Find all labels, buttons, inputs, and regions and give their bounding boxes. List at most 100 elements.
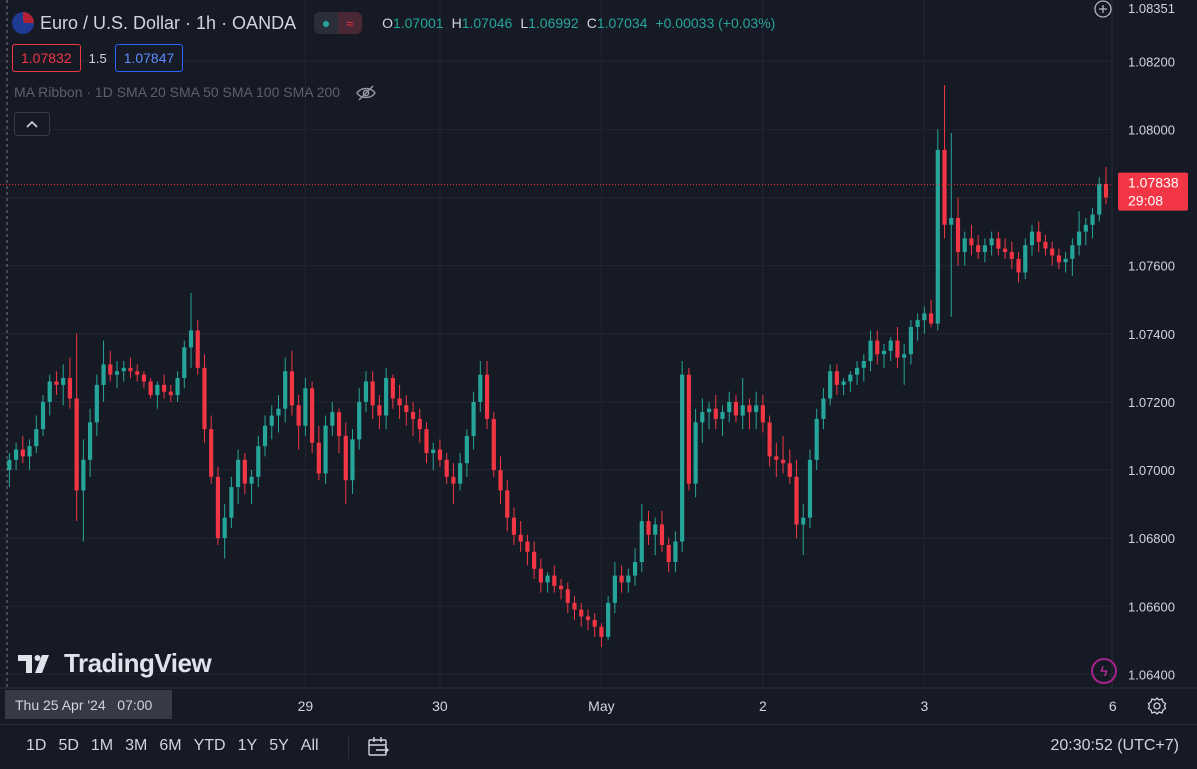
candle-body [1063,258,1068,263]
eur-usd-flag-icon [12,12,34,34]
candle-body [357,401,362,440]
indicator-legend[interactable]: MA Ribbon · 1D SMA 20 SMA 50 SMA 100 SMA… [14,84,376,101]
candle-body [646,521,651,535]
candle-body [377,405,382,416]
candle-body [256,446,261,477]
candle-body [807,459,813,518]
candle-body [673,541,678,562]
candle-body [821,398,826,419]
collapse-legend-button[interactable] [14,112,50,136]
candle-body [787,463,792,477]
candle-body [303,388,308,426]
range-1y-button[interactable]: 1Y [237,737,258,754]
candle-body [1009,252,1014,259]
candle-body [774,456,779,460]
candle-body [471,401,476,436]
timezone-clock[interactable]: 20:30:52 (UTC+7) [1050,737,1179,754]
sell-price-button[interactable]: 1.07832 [12,44,81,72]
candle-body [458,463,463,484]
price-axis-top-label: 1.08351 [1128,1,1175,16]
plus-circle-icon [1094,0,1112,18]
candle-body [861,361,866,368]
candle-body [666,544,671,562]
candle-body [135,371,140,375]
range-1m-button[interactable]: 1M [90,737,114,754]
lightning-icon[interactable]: ϟ [1091,658,1117,684]
candle-body [404,405,409,413]
candle-body [1043,241,1048,249]
candle-body [283,371,288,409]
candle-body [1002,248,1008,253]
candle-body [202,367,207,430]
candle-body [1090,214,1095,225]
candle-body [437,449,443,460]
candle-body [484,374,490,419]
range-1d-button[interactable]: 1D [26,737,47,754]
candle-body [350,439,355,481]
range-3m-button[interactable]: 3M [125,737,148,754]
candle-body [390,378,395,399]
candle-body [27,446,32,457]
candle-body [1023,245,1028,273]
candle-body [727,401,732,413]
candle-body [706,408,712,413]
candle-body [902,354,907,358]
chevron-up-icon [26,120,38,128]
candle-body [854,367,860,375]
range-all-button[interactable]: All [300,737,319,754]
candle-body [148,381,153,396]
candle-body [982,245,987,253]
candle-body [236,459,241,488]
candle-body [612,575,617,603]
price-tick-label: 1.08200 [1128,54,1175,69]
eye-hidden-icon[interactable] [356,85,376,101]
add-price-alert-button[interactable] [1091,0,1115,20]
candle-body [680,374,685,542]
candle-body [444,459,449,477]
candle-body [801,517,806,525]
price-tick-label: 1.06600 [1128,599,1175,614]
symbol-title[interactable]: Euro / U.S. Dollar · 1h · OANDA [40,12,297,33]
candle-body [330,412,335,426]
candle-body [518,534,523,542]
candle-body [868,340,873,362]
candle-body [545,575,550,583]
market-status-pill[interactable]: ● ≈ [314,12,363,34]
candle-body [841,381,846,385]
candle-body [289,371,295,406]
candle-body [1029,231,1035,246]
gear-icon[interactable] [1146,695,1168,717]
candle-body [370,381,375,406]
range-6m-button[interactable]: 6M [159,737,182,754]
market-open-dot-icon: ● [321,15,331,31]
go-to-date-calendar-icon[interactable] [366,735,390,759]
candle-body [363,381,369,402]
range-5y-button[interactable]: 5Y [269,737,289,754]
candle-body [942,149,947,225]
candle-body [491,418,496,471]
candle-body [1036,231,1041,242]
candle-body [875,340,880,355]
current-price-tag-bg [1118,172,1188,211]
candle-body [61,378,66,385]
range-5d-button[interactable]: 5D [58,737,79,754]
candle-body [478,374,483,402]
spread-value: 1.5 [88,50,107,66]
range-ytd-button[interactable]: YTD [193,737,226,754]
candle-body [888,340,893,351]
candle-body [881,350,887,355]
candle-body [7,459,12,471]
tradingview-logo[interactable]: TradingView [18,648,212,679]
candle-body [242,459,247,484]
candle-body [323,425,328,474]
tradingview-mark-icon [18,654,49,673]
candle-body [955,217,961,253]
candle-body [747,405,752,413]
buy-price-button[interactable]: 1.07847 [114,44,184,72]
candle-body [814,418,819,460]
candle-body [1016,258,1021,273]
candle-body [505,490,510,518]
candle-body [215,476,221,539]
candle-body [962,238,967,253]
